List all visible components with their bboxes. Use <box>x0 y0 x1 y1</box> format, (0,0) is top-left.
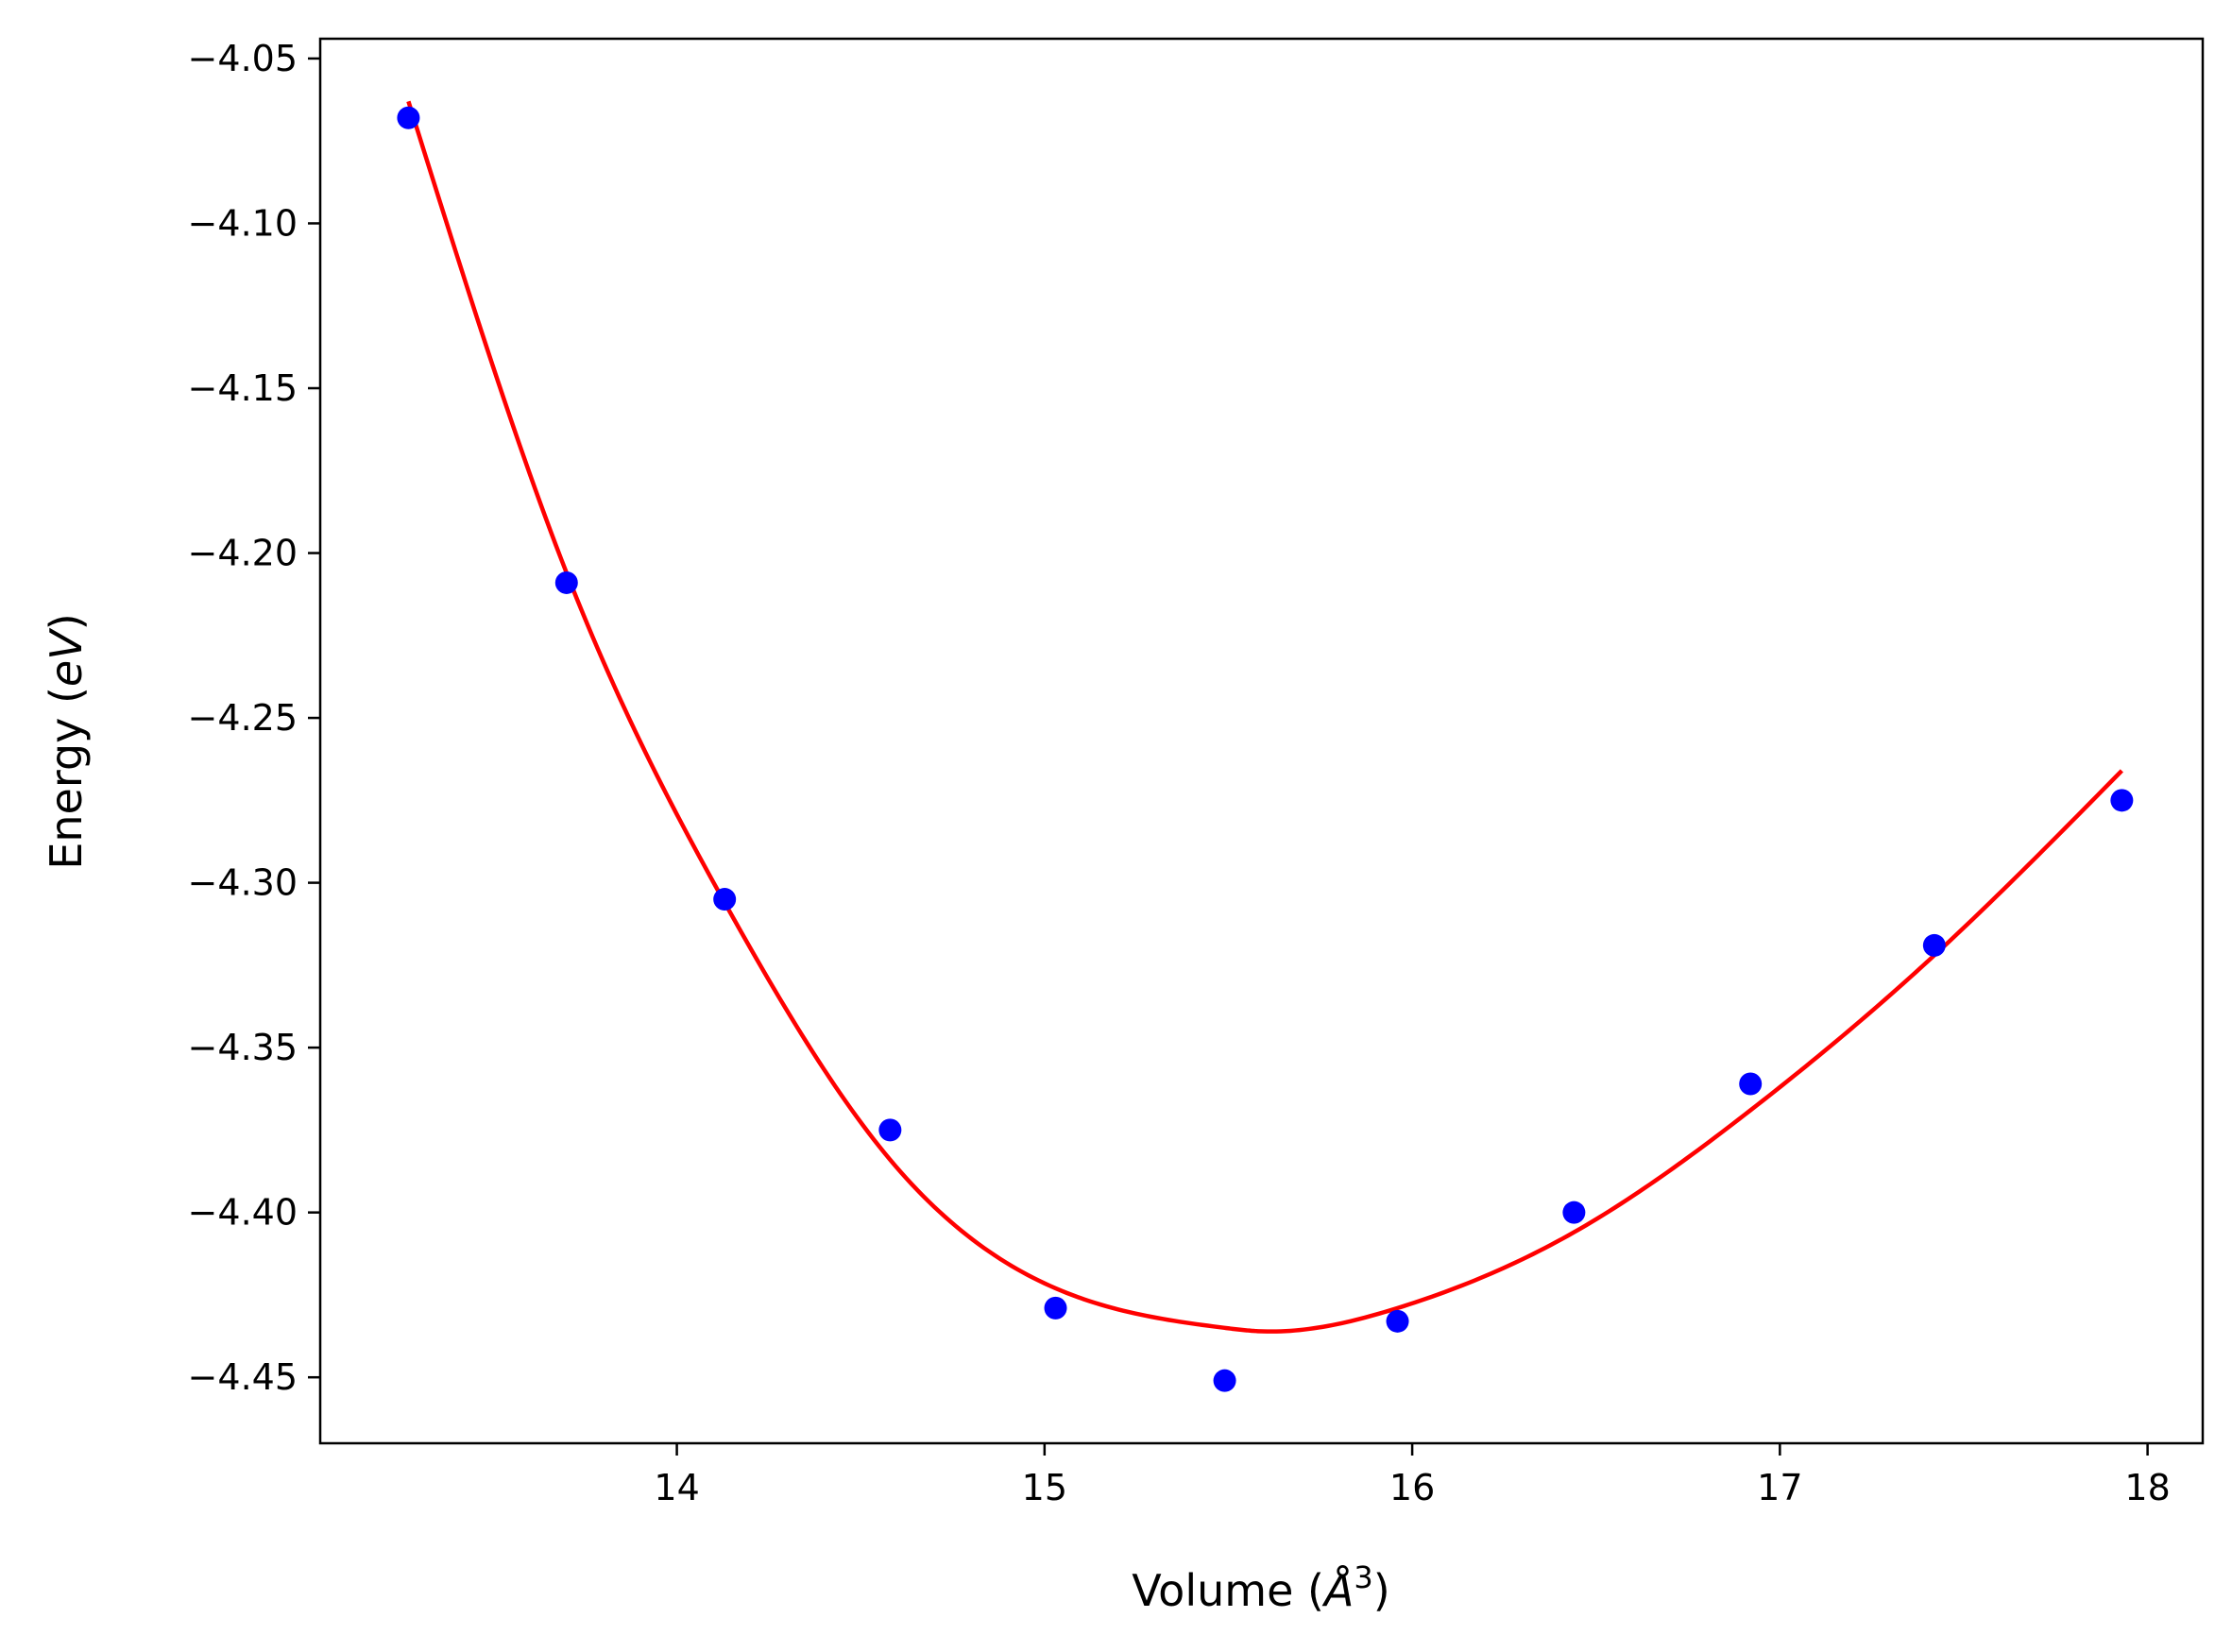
data-point <box>554 571 578 594</box>
data-point <box>1739 1072 1763 1096</box>
y-tick-label: −4.40 <box>188 1192 298 1234</box>
data-point <box>1562 1201 1586 1224</box>
x-tick-label: 16 <box>1389 1467 1435 1508</box>
y-tick-label: −4.35 <box>188 1027 298 1068</box>
y-tick-label: −4.25 <box>188 697 298 739</box>
x-tick-label: 15 <box>1022 1467 1067 1508</box>
y-tick-label: −4.05 <box>188 38 298 79</box>
data-point <box>1213 1369 1236 1392</box>
x-tick-label: 14 <box>654 1467 699 1508</box>
data-point <box>2110 789 2134 812</box>
plot-area-frame <box>318 37 2205 1445</box>
fit-curve-layer <box>406 100 2123 1334</box>
fit-curve <box>406 100 2123 1334</box>
y-tick-label: −4.15 <box>188 367 298 409</box>
x-tick-label: 17 <box>1757 1467 1802 1508</box>
y-tick-label: −4.10 <box>188 202 298 244</box>
y-tick-label: −4.20 <box>188 533 298 574</box>
y-axis-ticks: −4.05 −4.10 −4.15 −4.20 −4.25 −4.30 −4.35 −4.40… <box>188 38 320 1398</box>
data-point <box>878 1118 902 1142</box>
data-points-layer <box>397 106 2134 1392</box>
y-axis-label: Energy (eV) <box>41 613 92 869</box>
x-axis-label: Volume (Å3) <box>1132 1559 1389 1616</box>
y-tick-label: −4.30 <box>188 862 298 904</box>
y-tick-label: −4.45 <box>188 1356 298 1398</box>
x-axis-ticks: 14 15 16 17 18 <box>654 1443 2171 1508</box>
x-tick-label: 18 <box>2124 1467 2170 1508</box>
data-point <box>397 106 420 129</box>
data-point <box>1044 1296 1067 1320</box>
data-point <box>1922 933 1946 957</box>
data-point <box>1386 1309 1409 1333</box>
data-point <box>713 888 737 911</box>
